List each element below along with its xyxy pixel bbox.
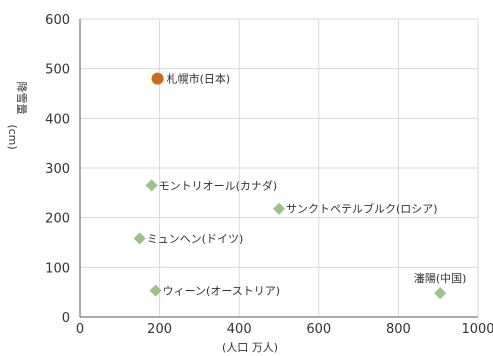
y-tick-label: 200 — [45, 212, 70, 227]
data-point-label: モントリオール(カナダ) — [159, 178, 278, 192]
x-tick-label: 600 — [306, 322, 331, 337]
data-point-label: ミュンヘン(ドイツ) — [147, 233, 244, 246]
x-axis-label: (人口 万人) — [222, 341, 278, 354]
y-tick-label: 0 — [62, 311, 70, 326]
y-tick-label: 600 — [45, 13, 70, 28]
y-tick-label: 400 — [45, 112, 70, 127]
grid-lines — [80, 18, 479, 317]
data-point-label: 札幌市(日本) — [167, 72, 231, 86]
y-tick-label: 100 — [45, 261, 70, 276]
data-point — [145, 179, 158, 192]
data-points — [133, 72, 447, 300]
data-point — [149, 284, 162, 297]
data-point — [434, 287, 447, 300]
data-point — [133, 232, 146, 245]
tick-labels: 0 200 400 600 800 1000 0 100 200 300 400 500 600 — [45, 13, 493, 337]
data-point-label: ウィーン(オーストリア) — [163, 285, 280, 298]
x-tick-label: 1000 — [461, 322, 493, 337]
y-axis-label-main: 降雪量 — [15, 82, 29, 115]
x-tick-label: 400 — [227, 322, 252, 337]
x-tick-label: 0 — [76, 322, 84, 337]
point-labels: 札幌市(日本) モントリオール(カナダ) サンクトペテルブルク(ロシア) ミュンヘン(… — [147, 72, 467, 298]
data-point — [273, 202, 285, 215]
axes — [79, 19, 478, 318]
x-tick-label: 200 — [147, 322, 172, 337]
y-tick-label: 300 — [45, 162, 70, 177]
x-tick-label: 800 — [386, 322, 411, 337]
y-tick-label: 500 — [45, 63, 70, 78]
y-axis-label-unit: (cm) — [6, 124, 19, 149]
data-point-label: 瀋陽(中国) — [414, 271, 467, 285]
data-point — [151, 72, 164, 85]
data-point-label: サンクトペテルブルク(ロシア) — [286, 202, 438, 216]
